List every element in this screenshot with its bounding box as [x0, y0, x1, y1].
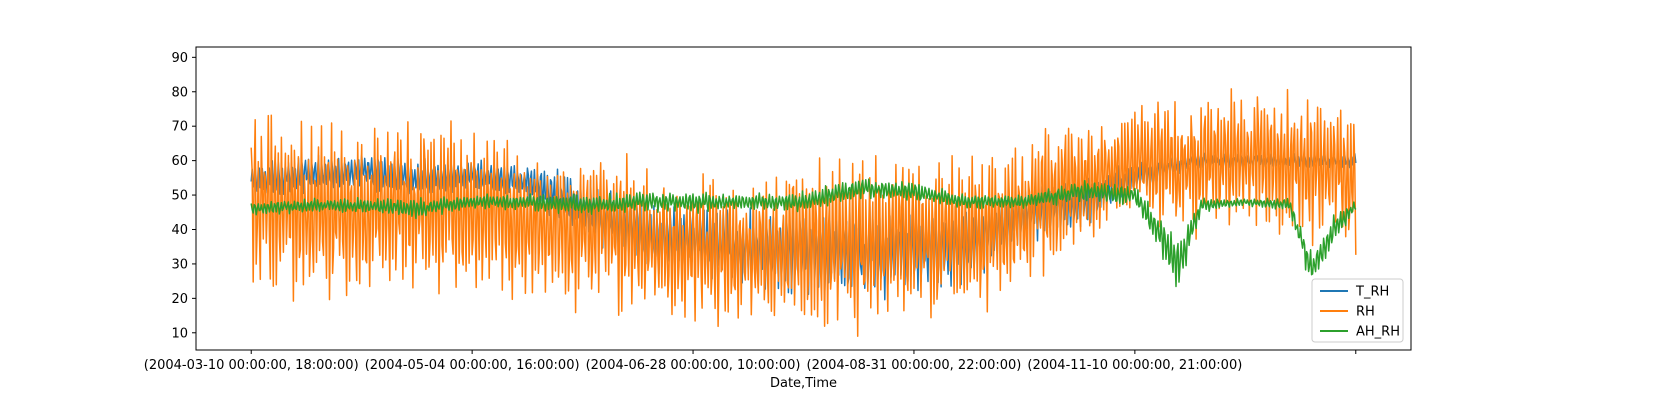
y-tick-label: 90: [171, 51, 188, 66]
legend-label: T_RH: [1355, 285, 1389, 300]
plot-lines: [250, 88, 1357, 338]
legend: T_RH RH AH_RH: [1311, 278, 1404, 343]
x-tick-label: (2004-06-28 00:00:00, 10:00:00): [586, 358, 801, 373]
x-axis: (2004-03-10 00:00:00, 18:00:00) (2004-05-…: [144, 350, 1357, 373]
plot-frame: [195, 46, 1412, 351]
series-line-ah-rh: [250, 178, 1357, 288]
x-tick-label: (2004-03-10 00:00:00, 18:00:00): [144, 358, 359, 373]
legend-label: RH: [1356, 305, 1375, 320]
y-tick-label: 10: [171, 326, 188, 341]
series-line-rh: [250, 88, 1357, 338]
y-tick-label: 40: [171, 223, 188, 238]
y-tick-label: 50: [171, 189, 188, 204]
y-tick-label: 60: [171, 154, 188, 169]
x-tick-label: (2004-11-10 00:00:00, 21:00:00): [1027, 358, 1242, 373]
legend-label: AH_RH: [1356, 325, 1400, 340]
y-tick-label: 80: [171, 85, 188, 100]
legend-box: [1311, 278, 1404, 343]
y-tick-label: 20: [171, 292, 188, 307]
x-tick-label: (2004-05-04 00:00:00, 16:00:00): [365, 358, 580, 373]
x-tick-label: (2004-08-31 00:00:00, 22:00:00): [807, 358, 1022, 373]
y-tick-label: 70: [171, 120, 188, 135]
y-tick-label: 30: [171, 257, 188, 272]
x-axis-label: Date,Time: [770, 376, 837, 391]
y-axis: 10 20 30 40 50 60 70 80 90: [171, 51, 196, 341]
